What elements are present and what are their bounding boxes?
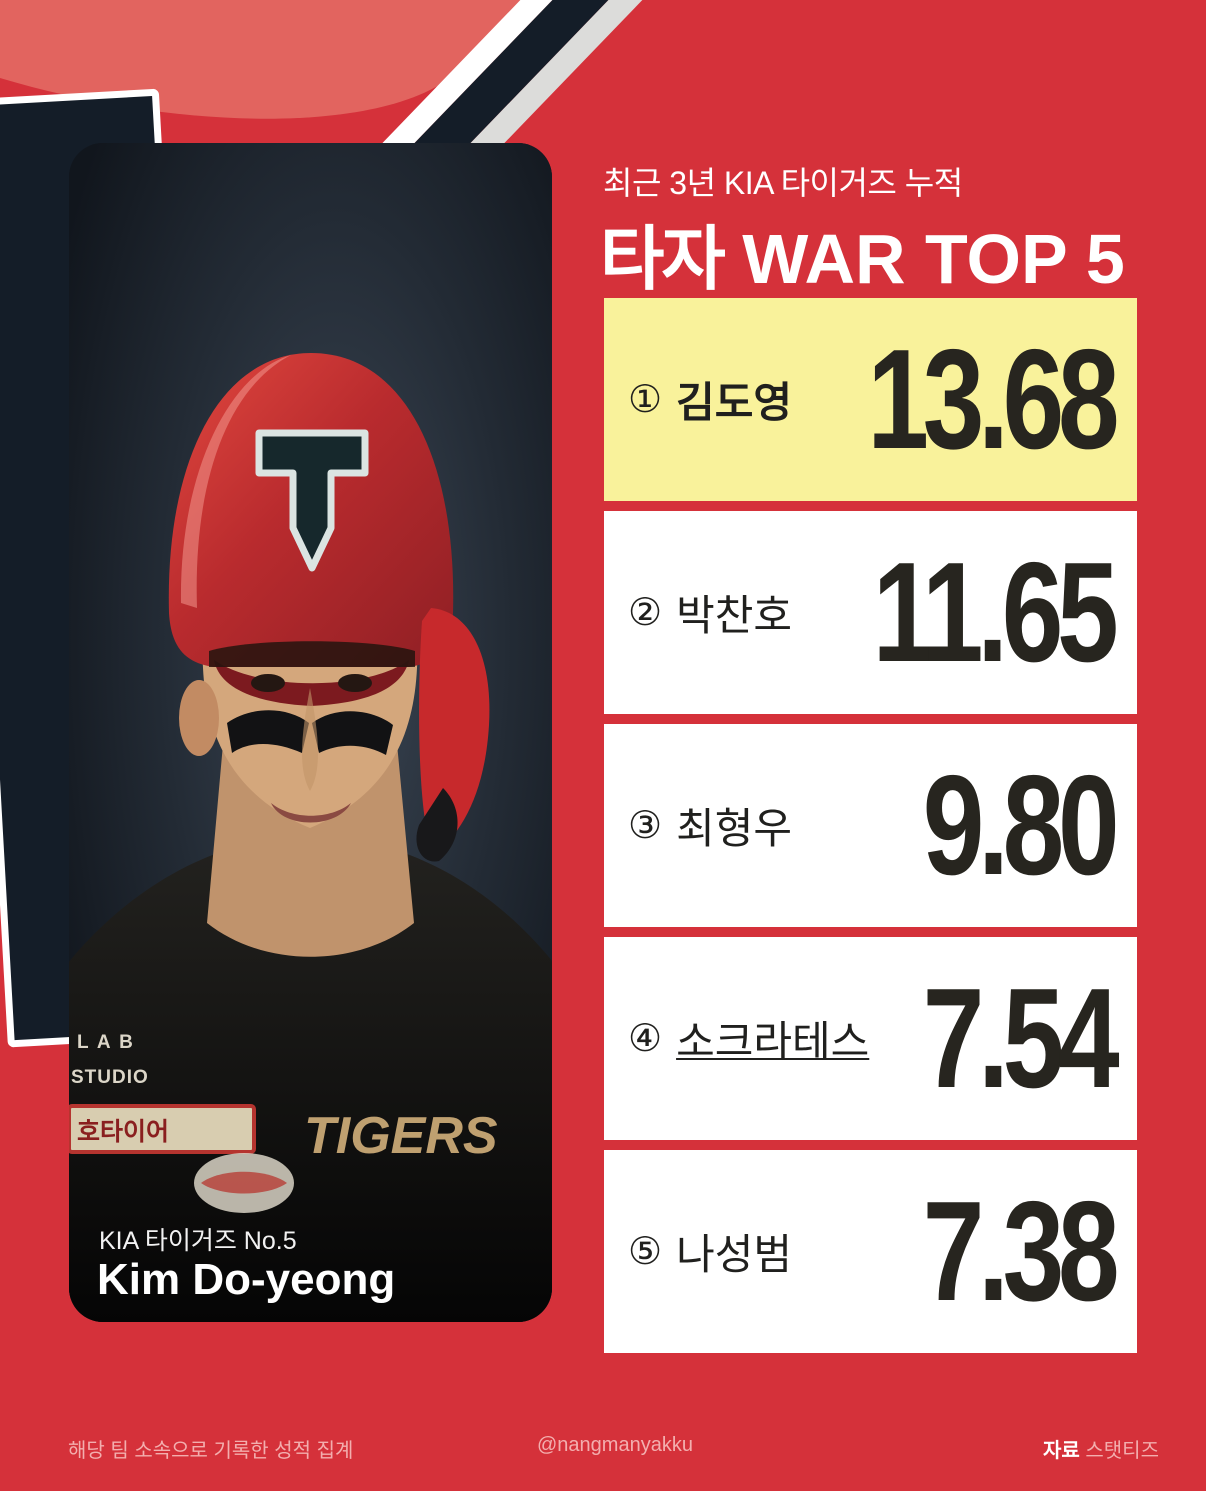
svg-text:TIGERS: TIGERS	[304, 1107, 498, 1165]
svg-text:L A B: L A B	[77, 1032, 135, 1053]
svg-text:호타이어: 호타이어	[77, 1118, 169, 1146]
svg-text:STUDIO: STUDIO	[71, 1067, 149, 1088]
